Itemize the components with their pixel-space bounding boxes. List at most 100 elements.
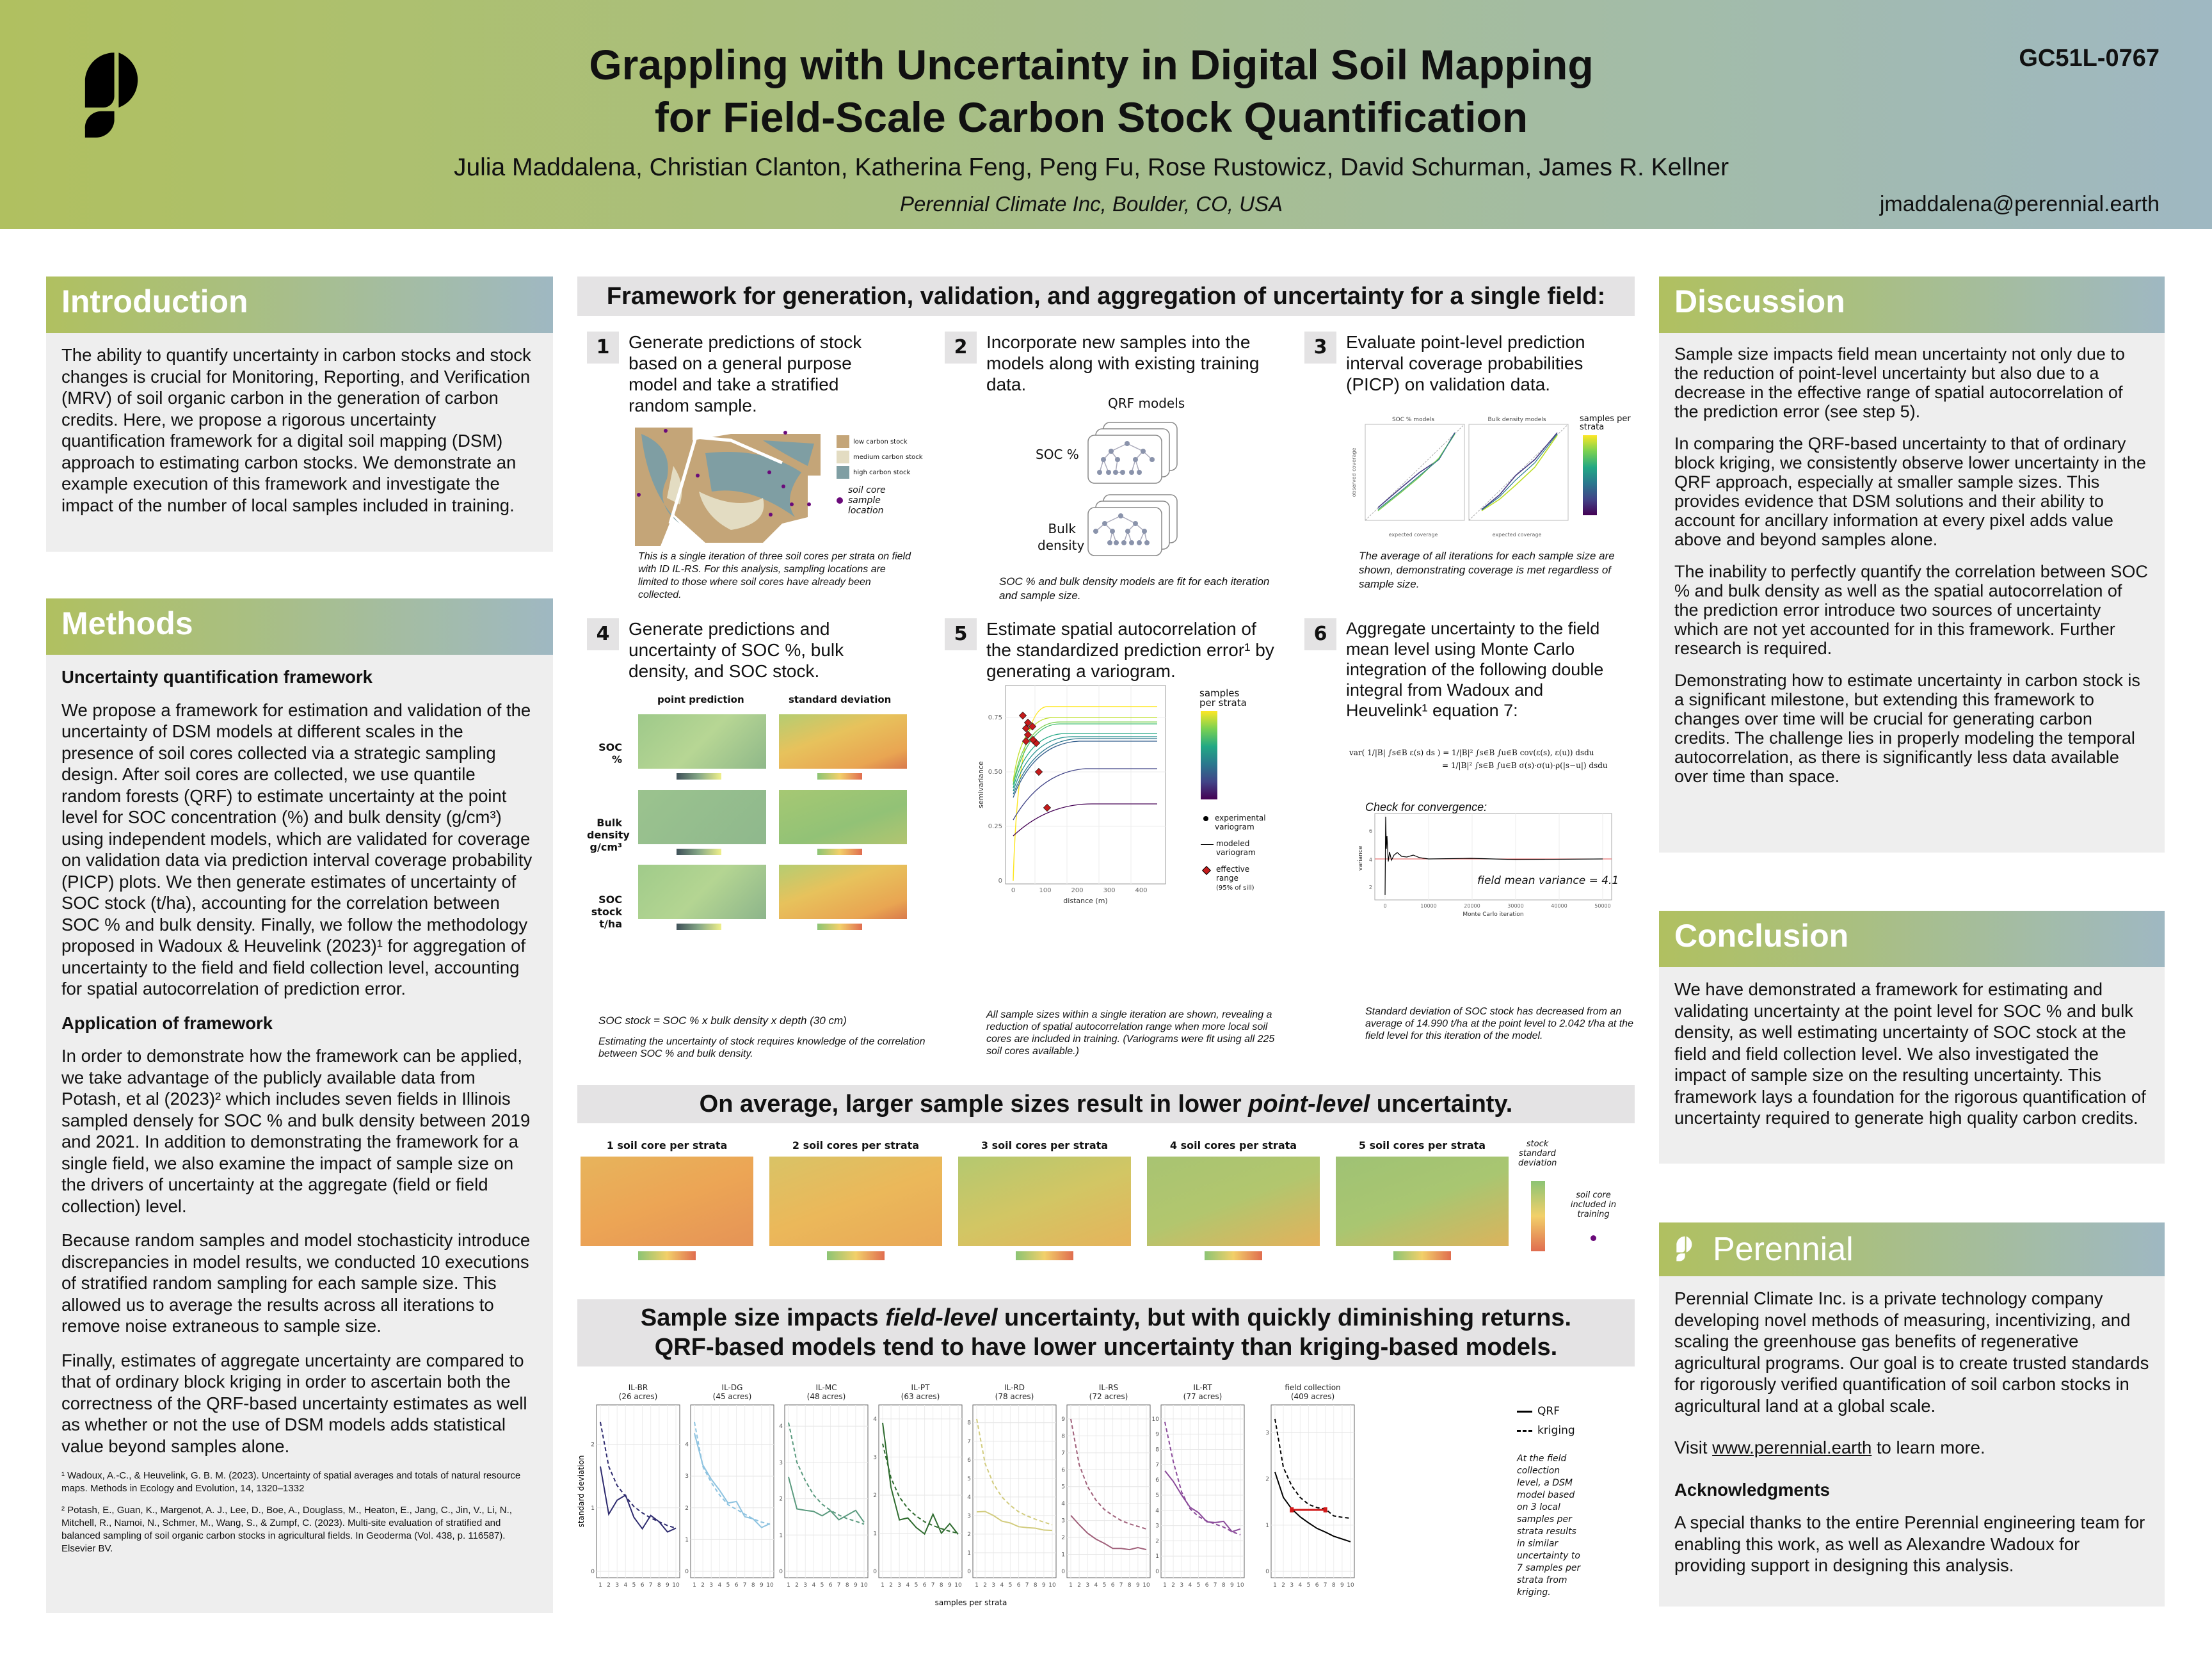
svg-text:2: 2: [685, 1505, 689, 1512]
acknowledgments-text: A special thanks to the entire Perennial…: [1674, 1512, 2145, 1575]
svg-text:1: 1: [881, 1582, 885, 1589]
methods-panel: Methods Uncertainty quantification frame…: [46, 598, 553, 1613]
svg-text:8: 8: [940, 1582, 943, 1589]
row-label-bulk-density: Bulk density g/cm³: [587, 817, 630, 853]
svg-text:200: 200: [1071, 887, 1083, 894]
svg-text:5: 5: [1155, 1493, 1159, 1499]
svg-text:9: 9: [854, 1582, 858, 1589]
perennial-website-link[interactable]: www.perennial.earth: [1712, 1438, 1872, 1457]
poster-title: Grappling with Uncertainty in Digital So…: [384, 38, 1799, 143]
step-caption: Estimating the uncertainty of stock requ…: [598, 1036, 926, 1059]
methods-heading: Methods: [46, 598, 553, 655]
svg-text:IL-RD: IL-RD: [1004, 1383, 1025, 1392]
svg-text:8: 8: [1155, 1447, 1159, 1454]
svg-text:400: 400: [1135, 887, 1147, 894]
svg-text:6: 6: [1061, 1467, 1065, 1473]
svg-text:10: 10: [1347, 1582, 1354, 1589]
svg-text:9: 9: [948, 1582, 952, 1589]
svg-text:1: 1: [1069, 1582, 1073, 1589]
svg-text:(48 acres): (48 acres): [807, 1392, 846, 1401]
diamond-icon: [1201, 865, 1212, 876]
svg-text:4: 4: [967, 1495, 971, 1501]
svg-text:1: 1: [598, 1582, 602, 1589]
point-level-band: On average, larger sample sizes result i…: [577, 1085, 1635, 1123]
legend-effective-range: effective range (95% of sill): [1201, 865, 1274, 892]
legend-experimental: experimental variogram: [1201, 813, 1266, 831]
convergence-label: Check for convergence:: [1365, 801, 1487, 813]
contact-email[interactable]: jmaddalena@perennial.earth: [1879, 192, 2160, 216]
high-stock-swatch: [837, 466, 849, 479]
svg-text:8: 8: [751, 1582, 755, 1589]
map-2-cores: 2 soil cores per strata: [769, 1139, 942, 1260]
step-5: 5 Estimate spatial autocorrelation of th…: [945, 618, 1290, 1073]
svg-text:(77 acres): (77 acres): [1183, 1392, 1222, 1401]
svg-text:IL-BR: IL-BR: [629, 1383, 648, 1392]
map-1-core: 1 soil core per strata: [581, 1139, 753, 1260]
svg-text:7: 7: [1324, 1582, 1327, 1589]
map-5-cores: 5 soil cores per strata: [1336, 1139, 1509, 1260]
reference-2: ² Potash, E., Guan, K., Margenot, A. J.,…: [61, 1505, 512, 1554]
variogram-legend-title: samples per strata: [1199, 687, 1247, 709]
svg-text:40000: 40000: [1551, 903, 1567, 909]
svg-text:4: 4: [1188, 1582, 1192, 1589]
map-3-cores: 3 soil cores per strata: [958, 1139, 1131, 1260]
svg-text:6: 6: [1369, 828, 1372, 834]
svg-text:5: 5: [1307, 1582, 1311, 1589]
svg-text:300: 300: [1103, 887, 1115, 894]
svg-text:7: 7: [1214, 1582, 1217, 1589]
svg-text:1: 1: [1265, 1523, 1269, 1529]
row-label-soc-stock: SOC stock t/ha: [591, 894, 622, 930]
author-list: Julia Maddalena, Christian Clanton, Kath…: [453, 154, 1729, 181]
step-4: 4 Generate predictions and uncertainty o…: [587, 618, 933, 1073]
svg-text:(409 acres): (409 acres): [1291, 1392, 1334, 1401]
colorbar: [677, 849, 721, 855]
stock-sd-map: [779, 865, 907, 919]
svg-text:(63 acres): (63 acres): [901, 1392, 940, 1401]
svg-text:1: 1: [787, 1582, 790, 1589]
svg-text:0.75: 0.75: [988, 714, 1002, 721]
legend-label: medium carbon stock: [853, 453, 923, 461]
svg-text:3: 3: [1180, 1582, 1183, 1589]
svg-text:8: 8: [657, 1582, 661, 1589]
svg-text:3: 3: [1155, 1523, 1159, 1530]
step-number: 3: [1304, 332, 1336, 364]
svg-text:5: 5: [1197, 1582, 1201, 1589]
picp-soc-title: SOC % models: [1392, 417, 1434, 423]
field-chart-field-collection: field collection(409 acres)1 2 3 4 5 6 7 8 9 1001…: [1265, 1383, 1355, 1589]
svg-text:1: 1: [779, 1532, 783, 1539]
svg-text:10000: 10000: [1420, 903, 1436, 909]
picp-chart: SOC % models Bulk density models expecte…: [1351, 417, 1569, 538]
svg-text:6: 6: [735, 1582, 739, 1589]
svg-text:8: 8: [967, 1420, 971, 1427]
step-number: 4: [587, 618, 619, 650]
methods-body: Uncertainty quantification framework We …: [46, 655, 553, 1576]
title-line-1: Grappling with Uncertainty in Digital So…: [589, 41, 1594, 88]
svg-text:0: 0: [779, 1569, 783, 1575]
step-text: Evaluate point-level prediction interval…: [1346, 332, 1585, 394]
column-header-point-prediction: point prediction: [657, 694, 744, 705]
svg-text:8: 8: [1222, 1582, 1226, 1589]
svg-text:6: 6: [1315, 1582, 1319, 1589]
svg-text:7: 7: [743, 1582, 747, 1589]
acknowledgments-heading: Acknowledgments: [1674, 1479, 1830, 1500]
svg-text:4: 4: [812, 1582, 815, 1589]
field-mean-variance-annotation: field mean variance = 4.168: [1477, 874, 1618, 887]
introduction-body: The ability to quantify uncertainty in c…: [46, 333, 553, 540]
svg-text:5: 5: [632, 1582, 636, 1589]
svg-text:4: 4: [1298, 1582, 1302, 1589]
svg-text:0: 0: [1265, 1569, 1269, 1575]
svg-text:9: 9: [1155, 1432, 1159, 1438]
svg-text:0: 0: [967, 1569, 971, 1575]
svg-text:9: 9: [1042, 1582, 1046, 1589]
row-label-soc: SOC %: [598, 741, 622, 765]
bd-sd-map: [779, 790, 907, 844]
svg-text:9: 9: [666, 1582, 669, 1589]
svg-text:10: 10: [1152, 1416, 1160, 1423]
svg-text:variance: variance: [1358, 846, 1364, 870]
svg-text:samples per strata: samples per strata: [935, 1598, 1007, 1607]
svg-text:6: 6: [923, 1582, 927, 1589]
